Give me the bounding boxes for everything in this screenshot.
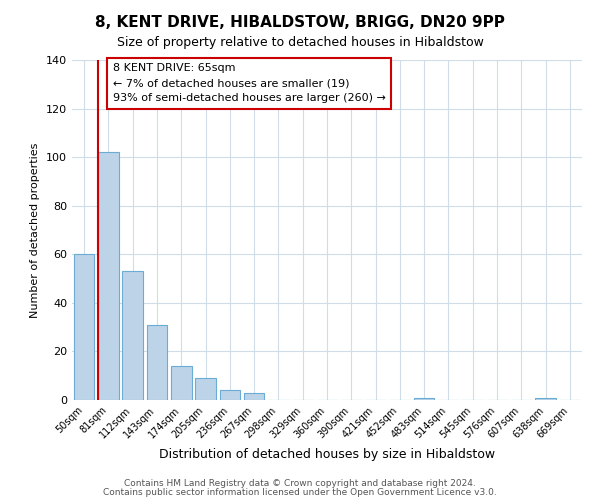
X-axis label: Distribution of detached houses by size in Hibaldstow: Distribution of detached houses by size …	[159, 448, 495, 461]
Bar	[195, 378, 216, 400]
Bar	[414, 398, 434, 400]
Y-axis label: Number of detached properties: Number of detached properties	[31, 142, 40, 318]
Bar	[122, 272, 143, 400]
Bar	[535, 398, 556, 400]
Text: Contains HM Land Registry data © Crown copyright and database right 2024.: Contains HM Land Registry data © Crown c…	[124, 478, 476, 488]
Text: 8 KENT DRIVE: 65sqm
← 7% of detached houses are smaller (19)
93% of semi-detache: 8 KENT DRIVE: 65sqm ← 7% of detached hou…	[113, 64, 386, 103]
Bar	[244, 392, 265, 400]
Bar	[220, 390, 240, 400]
Bar	[146, 324, 167, 400]
Bar	[171, 366, 191, 400]
Text: Size of property relative to detached houses in Hibaldstow: Size of property relative to detached ho…	[116, 36, 484, 49]
Text: Contains public sector information licensed under the Open Government Licence v3: Contains public sector information licen…	[103, 488, 497, 497]
Text: 8, KENT DRIVE, HIBALDSTOW, BRIGG, DN20 9PP: 8, KENT DRIVE, HIBALDSTOW, BRIGG, DN20 9…	[95, 15, 505, 30]
Bar	[98, 152, 119, 400]
Bar	[74, 254, 94, 400]
